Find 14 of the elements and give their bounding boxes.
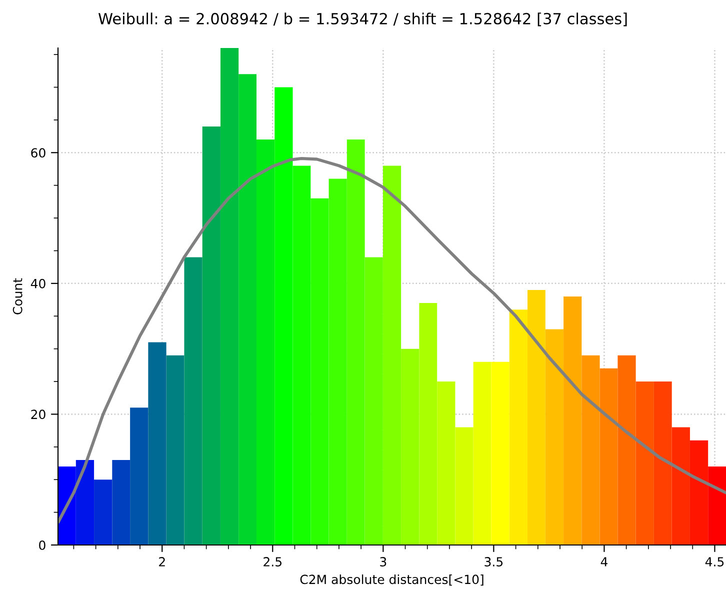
x-tick-label: 3	[380, 557, 386, 566]
x-tick-label: 4	[600, 557, 608, 566]
y-tick-label: 0	[39, 540, 46, 550]
y-tick-label: 60	[31, 148, 46, 158]
x-tick-label: 2.5	[264, 557, 282, 566]
y-tick-label: 40	[30, 278, 46, 288]
x-tick-label: 3.5	[484, 557, 503, 566]
chart-title: Weibull: a = 2.008942 / b = 1.593472 / shift = 1.528642 [37 classes]	[98, 12, 627, 26]
y-tick-label: 20	[31, 410, 46, 420]
x-axis-title: C2M absolute distances[<10]	[300, 574, 484, 586]
y-axis-title: Count	[12, 278, 22, 314]
x-tick-label: 4.5	[705, 557, 724, 566]
line-series	[58, 156, 726, 524]
x-tick-label: 2	[159, 557, 165, 566]
